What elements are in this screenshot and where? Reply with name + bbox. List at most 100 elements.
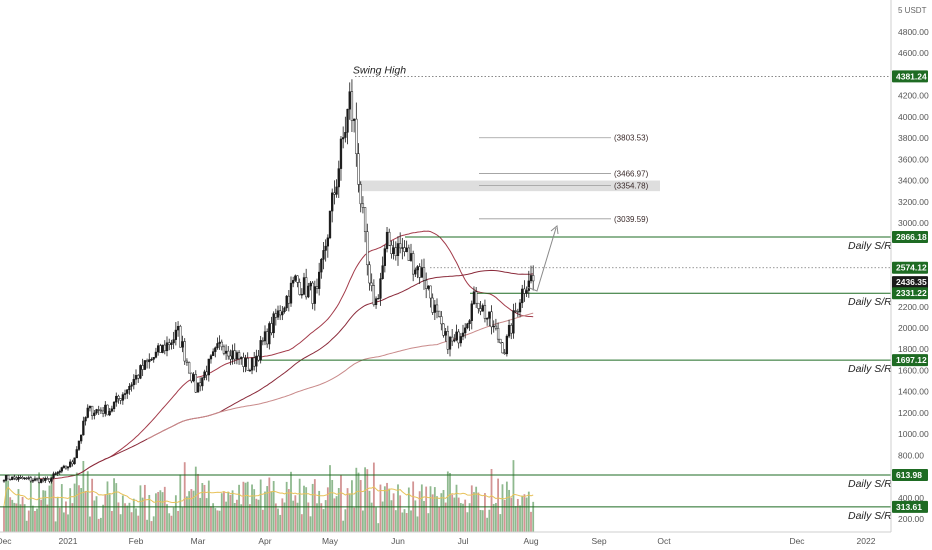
candle [69, 461, 72, 468]
candle [126, 389, 129, 394]
volume-bar [508, 489, 510, 532]
volume-bar [512, 460, 515, 532]
volume-moving-average [3, 486, 534, 507]
candle [183, 341, 186, 362]
price-label-text: 4381.24 [896, 71, 927, 81]
volume-bar [296, 502, 299, 532]
candle [416, 266, 419, 271]
price-axis[interactable]: 200.00 400.00 800.00 1000.00 1200.00 1400.00 1… [898, 27, 929, 524]
volume-bar [67, 514, 69, 532]
volume-bar [326, 487, 329, 532]
volume-bar [21, 497, 24, 532]
volume-bar [100, 517, 102, 532]
candle [93, 412, 96, 416]
volume-bar [403, 509, 406, 532]
volume-bar [313, 479, 316, 532]
candle [425, 280, 428, 289]
candle [139, 365, 142, 379]
volume-bar [257, 499, 260, 532]
volume-bar [503, 499, 506, 532]
candle [108, 410, 111, 416]
volume-bar [159, 490, 162, 532]
candle [348, 91, 351, 110]
price-tick-label: 1000.00 [898, 429, 929, 439]
candle [399, 243, 402, 249]
time-tick-label: 2022 [857, 536, 876, 546]
volume-bar [60, 484, 63, 532]
volume-bar [212, 503, 215, 532]
volume-bar [333, 498, 336, 532]
candle [318, 271, 321, 289]
volume-bar [431, 494, 434, 532]
time-tick-label: Feb [129, 536, 144, 546]
volume-bar [11, 499, 14, 532]
volume-bar [17, 489, 20, 532]
volume-bar [475, 486, 478, 532]
candle [231, 350, 234, 360]
candle [148, 359, 151, 363]
volume-bar [322, 509, 325, 532]
time-axis[interactable]: Dec 2021 Feb Mar Apr May Jun Jul Aug Sep Oct Dec 202… [0, 536, 876, 546]
volume-bar [429, 486, 432, 532]
volume-bar [261, 509, 264, 532]
volume-bar [150, 521, 153, 532]
volume-bar [220, 493, 223, 532]
volume-bar [375, 507, 377, 532]
volume-bar [348, 493, 351, 532]
candle [101, 410, 105, 414]
candle [494, 325, 498, 329]
volume-bar [54, 521, 57, 532]
volume-bar [69, 488, 72, 532]
price-tick-label: 3200.00 [898, 197, 929, 207]
volume-bar [121, 495, 124, 532]
volume-bar [279, 514, 282, 532]
volume-bar [495, 502, 497, 532]
candle [216, 343, 219, 349]
fib-label: (3354.78) [614, 181, 649, 190]
volume-bar [78, 485, 80, 532]
candle [77, 440, 81, 450]
volume-bar [364, 467, 366, 532]
volume-bar [233, 503, 236, 532]
candle [311, 282, 314, 304]
candle [21, 477, 24, 479]
volume-bar [410, 510, 412, 532]
candle [388, 231, 391, 246]
price-labels: 4381.242866.182574.122436.3517:05:422331… [892, 70, 930, 513]
candle [237, 352, 241, 359]
candle [418, 266, 421, 278]
price-tick-label: 3600.00 [898, 154, 929, 164]
candle [115, 395, 118, 403]
candle [442, 323, 445, 336]
candle [73, 457, 76, 465]
volume-bar [86, 471, 89, 532]
candle [272, 313, 275, 334]
candle [505, 335, 509, 355]
volume-bar [519, 505, 521, 532]
candle [532, 275, 535, 282]
volume-bar [530, 511, 532, 532]
candle [521, 288, 524, 304]
volume-bar [399, 495, 402, 532]
candle [119, 398, 122, 401]
candle [161, 344, 164, 353]
volume-bar [192, 490, 195, 532]
volume-bar [368, 490, 371, 532]
level-label: Daily S/R [848, 296, 892, 308]
candle [46, 478, 49, 480]
candle [512, 310, 515, 334]
candle [220, 341, 223, 348]
volume-bar [355, 467, 358, 532]
volume-bar [464, 499, 467, 532]
candle [194, 374, 197, 393]
volume-bar [155, 493, 157, 532]
candle [165, 342, 169, 352]
volume-bar [104, 494, 107, 532]
volume-bar [481, 510, 484, 532]
candle [33, 478, 37, 481]
candle [368, 264, 371, 284]
volume-bar [300, 514, 303, 532]
candle [448, 336, 452, 350]
